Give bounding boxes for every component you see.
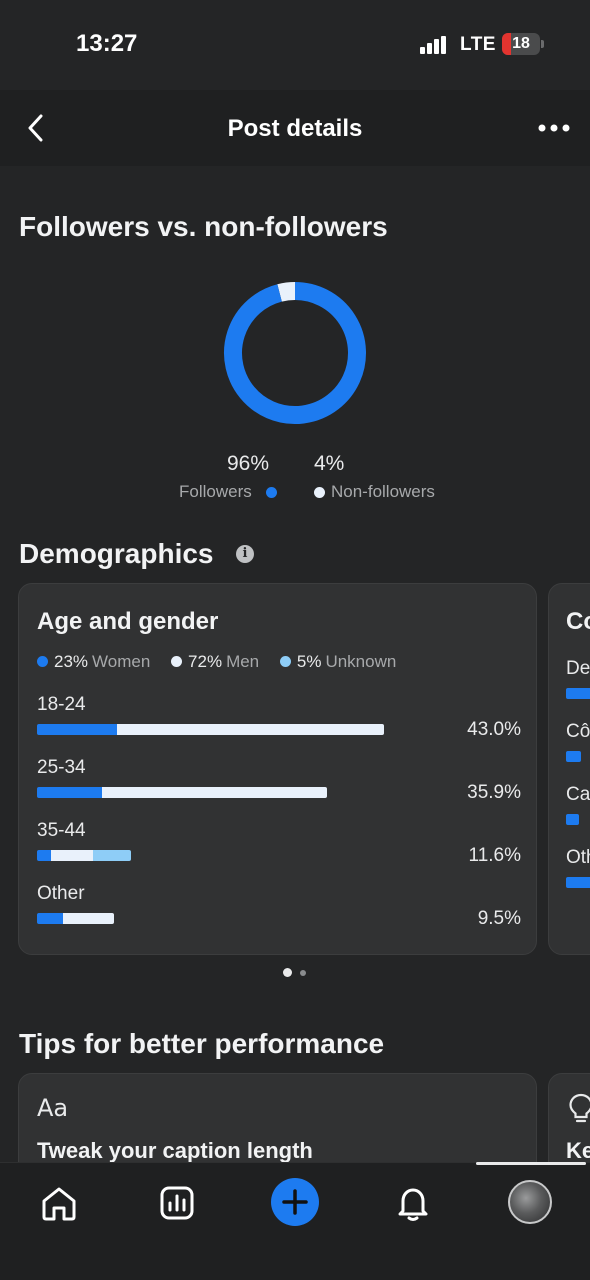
age-bar bbox=[37, 850, 131, 861]
non-followers-percent: 4% bbox=[314, 452, 345, 475]
age-label: 18-24 bbox=[37, 694, 86, 715]
battery-icon: 18 bbox=[502, 33, 540, 55]
text-format-icon: Aa bbox=[37, 1094, 69, 1122]
age-row-other: Other 9.5% bbox=[37, 883, 521, 939]
non-followers-legend-label: Non-followers bbox=[331, 482, 435, 501]
top-app-bar: Post details bbox=[0, 90, 590, 166]
location-label: Cô bbox=[566, 721, 590, 742]
non-followers-legend-dot bbox=[314, 487, 325, 498]
bar-segment-women bbox=[37, 913, 63, 924]
age-row-35-44: 35-44 11.6% bbox=[37, 820, 521, 876]
profile-avatar[interactable] bbox=[508, 1180, 552, 1224]
age-gender-title: Age and gender bbox=[37, 608, 219, 635]
analytics-icon bbox=[160, 1186, 194, 1220]
lightbulb-icon bbox=[569, 1093, 590, 1123]
tips-title: Tips for better performance bbox=[19, 1028, 385, 1059]
followers-slice bbox=[224, 282, 366, 424]
location-card[interactable]: Co De Cô Ca Oth bbox=[548, 583, 590, 955]
age-bar bbox=[37, 724, 384, 735]
location-bar bbox=[566, 688, 590, 699]
tip-heading: Ke bbox=[566, 1138, 590, 1163]
age-gender-card[interactable]: Age and gender 23% Women 72% Men 5% Unknown… bbox=[18, 583, 537, 955]
age-row-18-24: 18-24 43.0% bbox=[37, 694, 521, 750]
nav-notifications-button[interactable] bbox=[389, 1179, 437, 1227]
followers-donut-chart bbox=[224, 282, 366, 424]
home-icon bbox=[42, 1187, 76, 1221]
page-title: Post details bbox=[227, 115, 363, 142]
followers-percent: 96% bbox=[227, 452, 270, 475]
gender-legend: 23% Women 72% Men 5% Unknown bbox=[37, 652, 412, 672]
age-percent: 11.6% bbox=[468, 845, 521, 866]
bar-segment-women bbox=[37, 850, 51, 861]
bar-segment-unknown bbox=[92, 850, 131, 861]
age-percent: 35.9% bbox=[467, 782, 521, 803]
more-options-button[interactable] bbox=[534, 114, 574, 144]
tip-heading: Tweak your caption length bbox=[37, 1138, 313, 1163]
network-type: LTE bbox=[460, 34, 496, 55]
demographics-title: Demographics bbox=[19, 538, 214, 569]
age-percent: 9.5% bbox=[477, 908, 521, 929]
status-bar: 13:27 LTE 18 bbox=[0, 0, 590, 90]
location-card-title: Co bbox=[566, 608, 590, 635]
add-icon bbox=[282, 1189, 308, 1215]
age-row-25-34: 25-34 35.9% bbox=[37, 757, 521, 813]
notifications-icon bbox=[398, 1188, 428, 1221]
age-label: 25-34 bbox=[37, 757, 86, 778]
age-bar bbox=[37, 787, 327, 798]
chevron-left-icon bbox=[28, 114, 43, 142]
location-bar bbox=[566, 751, 581, 762]
nav-add-button[interactable] bbox=[271, 1178, 319, 1226]
pagination-dot-active[interactable] bbox=[283, 968, 292, 977]
more-horizontal-icon bbox=[538, 124, 570, 132]
location-bar bbox=[566, 814, 579, 825]
age-percent: 43.0% bbox=[467, 719, 521, 740]
bar-segment-women bbox=[37, 787, 102, 798]
battery-cap bbox=[541, 40, 544, 48]
age-label: Other bbox=[37, 883, 85, 904]
location-label: De bbox=[566, 658, 590, 679]
age-label: 35-44 bbox=[37, 820, 86, 841]
battery-percent: 18 bbox=[512, 35, 530, 52]
bar-segment-women bbox=[37, 724, 117, 735]
active-tab-indicator bbox=[476, 1162, 586, 1165]
bar-segment-men bbox=[116, 724, 384, 735]
legend-unknown: 5% Unknown bbox=[279, 652, 396, 672]
back-button[interactable] bbox=[18, 108, 58, 148]
non-followers-slice bbox=[277, 282, 296, 302]
bar-segment-men bbox=[62, 913, 114, 924]
location-bar bbox=[566, 877, 590, 888]
legend-women: 23% Women bbox=[37, 652, 150, 672]
bar-segment-men bbox=[50, 850, 93, 861]
nav-analytics-button[interactable] bbox=[153, 1179, 201, 1227]
followers-legend-dot bbox=[266, 487, 277, 498]
legend-men: 72% Men bbox=[171, 652, 259, 672]
followers-legend-label: Followers bbox=[179, 482, 252, 501]
status-time: 13:27 bbox=[76, 30, 138, 57]
bottom-navigation bbox=[0, 1162, 590, 1280]
pagination-dot[interactable] bbox=[300, 970, 306, 976]
signal-icon bbox=[420, 36, 448, 54]
location-label: Oth bbox=[566, 847, 590, 868]
nav-home-button[interactable] bbox=[35, 1179, 83, 1227]
location-label: Ca bbox=[566, 784, 590, 805]
battery-level bbox=[502, 33, 511, 55]
bar-segment-men bbox=[101, 787, 327, 798]
info-icon[interactable]: i bbox=[236, 545, 254, 563]
age-bar bbox=[37, 913, 114, 924]
followers-section-title: Followers vs. non-followers bbox=[19, 211, 388, 242]
